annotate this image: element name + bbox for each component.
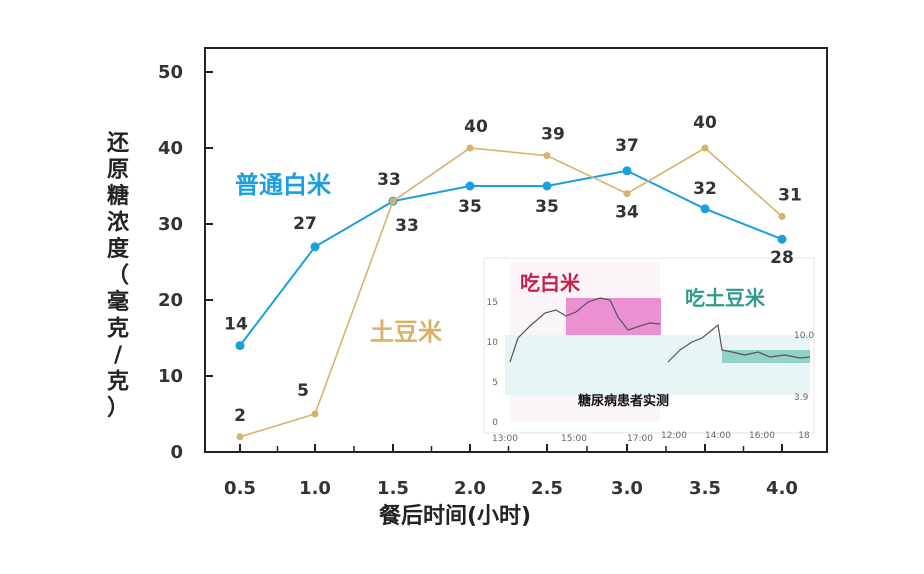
plot-frame [204,47,828,453]
data-point-rice [622,166,632,176]
inset-x-tick: 13:00 [492,434,518,444]
x-tick-label: 0.5 [224,478,256,499]
data-label: 5 [297,381,309,401]
data-point-rice [235,341,245,351]
y-tick-label: 20 [158,290,183,311]
inset-y-tick: 5 [492,378,498,388]
data-point-potato [466,144,474,152]
data-label: 35 [458,197,482,217]
y-axis-title-char: 毫 [107,289,129,315]
data-point-potato [311,410,319,418]
data-label: 34 [615,203,639,223]
x-tick-label: 4.0 [766,478,798,499]
x-tick-label: 3.5 [689,478,721,499]
y-axis-title-char: （ [107,264,129,289]
y-axis-title-char: 还 [106,131,130,156]
y-axis-title-char: 浓 [107,211,130,236]
y-tick-label: 10 [158,366,183,387]
x-tick-label: 3.0 [611,478,643,499]
inset-curve-rice [509,297,661,363]
x-axis-title: 餐后时间(小时) [379,504,531,529]
inset-caption: 糖尿病患者实测 [578,393,669,409]
data-label: 35 [535,197,559,217]
data-point-rice [465,181,475,191]
x-tick-label: 2.5 [531,478,563,499]
inset-title-rice: 吃白米 [520,271,581,295]
data-label-layer: 14 27 33 35 35 37 28 2 5 33 40 39 34 40 31 32 [224,113,802,426]
data-label: 27 [293,214,317,234]
data-label: 2 [234,406,246,426]
inset-highlight-potato [722,350,810,363]
inset-x-tick: 15:00 [561,434,587,444]
inset-ref-high: 10.0 [794,331,814,341]
x-tick-label: 1.0 [299,478,331,499]
inset-y-tick: 10 [487,338,499,348]
inset-highlight-rice [566,298,661,335]
data-point-potato [389,197,397,205]
inset-curve-potato [667,323,811,363]
data-point-rice [700,204,710,214]
inset-x-tick: 17:00 [627,434,653,444]
y-tick-label: 40 [158,138,183,159]
data-label: 28 [770,248,794,268]
data-label: 33 [377,170,401,190]
data-label: 31 [778,185,802,205]
y-axis-title-char: 度 [107,236,130,262]
data-label: 14 [224,315,248,335]
series-line-potato [239,147,783,438]
series-label-rice: 普通白米 [235,171,331,199]
inset-x-tick: 16:00 [749,431,775,441]
data-point-rice [542,181,552,191]
y-tick-label: 30 [158,214,183,235]
inset-y-tick: 0 [492,418,498,428]
data-point-potato [701,144,709,152]
y-axis-title-char: / [114,343,123,368]
data-label: 39 [541,125,565,145]
inset-x-tick: 14:00 [705,431,731,441]
data-point-rice [777,234,787,244]
data-label: 32 [693,179,717,199]
data-label: 40 [464,117,488,137]
data-point-potato [623,190,631,198]
data-label: 33 [395,216,419,236]
y-axis-title-char: 克 [107,316,129,342]
data-label: 37 [615,136,639,156]
inset-y-axis: 0 5 10 15 [487,298,499,428]
x-axis: 0.5 1.0 1.5 2.0 2.5 3.0 3.5 4.0 [224,444,798,499]
data-label: 40 [693,113,717,133]
data-point-potato [778,212,786,220]
inset-x-tick: 18 [798,431,810,441]
y-axis: 0 10 20 30 40 50 [158,62,213,463]
data-point-potato [543,152,551,160]
series-layer [235,144,787,441]
inset-ref-low: 3.9 [794,393,809,403]
y-axis-title-char: 糖 [107,183,129,209]
series-label-potato: 土豆米 [370,318,442,346]
y-tick-label: 50 [158,62,183,83]
inset-x-axis: 13:00 15:00 17:00 12:00 14:00 16:00 18 [492,431,810,444]
x-tick-label: 2.0 [454,478,486,499]
y-axis-title-char: 克 [107,369,129,395]
y-axis-title-char: ） [107,396,129,421]
x-tick-label: 1.5 [377,478,409,499]
y-tick-label: 0 [170,442,183,463]
inset-normal-band [505,335,810,395]
inset-x-tick: 12:00 [661,431,687,441]
y-axis-title-char: 原 [107,158,129,183]
inset-y-tick: 15 [487,298,498,308]
series-line-rice [239,169,783,347]
data-point-rice [310,242,320,252]
inset-title-potato: 吃土豆米 [685,286,766,310]
data-point-potato [236,433,244,441]
